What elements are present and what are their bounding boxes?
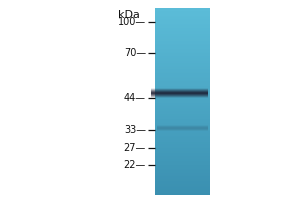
Text: 27—: 27— [124, 143, 146, 153]
Text: kDa: kDa [118, 10, 140, 20]
Text: 44—: 44— [124, 93, 146, 103]
Text: 100—: 100— [118, 17, 146, 27]
Text: 22—: 22— [124, 160, 146, 170]
Text: 70—: 70— [124, 48, 146, 58]
Text: 33—: 33— [124, 125, 146, 135]
